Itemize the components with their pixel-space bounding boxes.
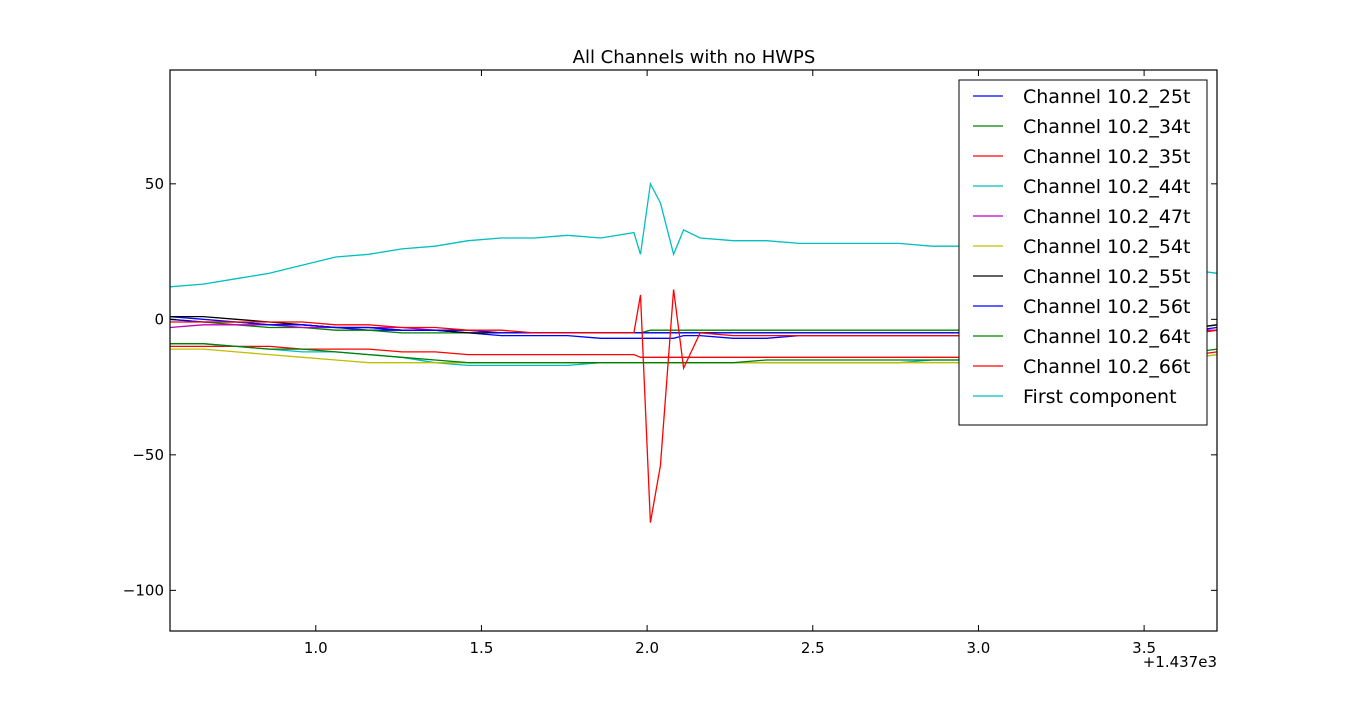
x-tick-label: 1.0 xyxy=(304,639,328,657)
legend-label: Channel 10.2_55t xyxy=(1023,266,1190,288)
y-tick-label: −100 xyxy=(123,581,164,599)
y-tick-label: 50 xyxy=(145,175,164,193)
x-offset-label: +1.437e3 xyxy=(1143,653,1217,671)
x-tick-label: 2.0 xyxy=(635,639,659,657)
legend-label: Channel 10.2_64t xyxy=(1023,326,1190,348)
legend-label: Channel 10.2_54t xyxy=(1023,236,1190,258)
legend-label: First component xyxy=(1023,386,1177,408)
legend-box xyxy=(958,79,1208,426)
ticks-layer: 1.0 1.5 2.0 2.5 3.0 3.5 50 0 −50 −100 xyxy=(123,70,1217,657)
y-tick-label: 0 xyxy=(154,310,164,328)
legend-label: Channel 10.2_25t xyxy=(1023,86,1190,108)
x-tick-label: 2.5 xyxy=(801,639,825,657)
x-tick-label: 3.0 xyxy=(967,639,991,657)
plot-frame xyxy=(169,69,1218,632)
x-tick-label: 3.5 xyxy=(1132,639,1156,657)
legend-label: Channel 10.2_35t xyxy=(1023,146,1190,168)
chart-title: All Channels with no HWPS xyxy=(573,47,816,68)
legend: Channel 10.2_25t Channel 10.2_34t Channel … xyxy=(958,79,1208,426)
legend-label: Channel 10.2_34t xyxy=(1023,116,1190,138)
legend-label: Channel 10.2_66t xyxy=(1023,356,1190,378)
x-tick-label: 1.5 xyxy=(470,639,494,657)
legend-label: Channel 10.2_44t xyxy=(1023,176,1190,198)
legend-label: Channel 10.2_47t xyxy=(1023,206,1190,228)
y-tick-label: −50 xyxy=(132,446,164,464)
legend-label: Channel 10.2_56t xyxy=(1023,296,1190,318)
